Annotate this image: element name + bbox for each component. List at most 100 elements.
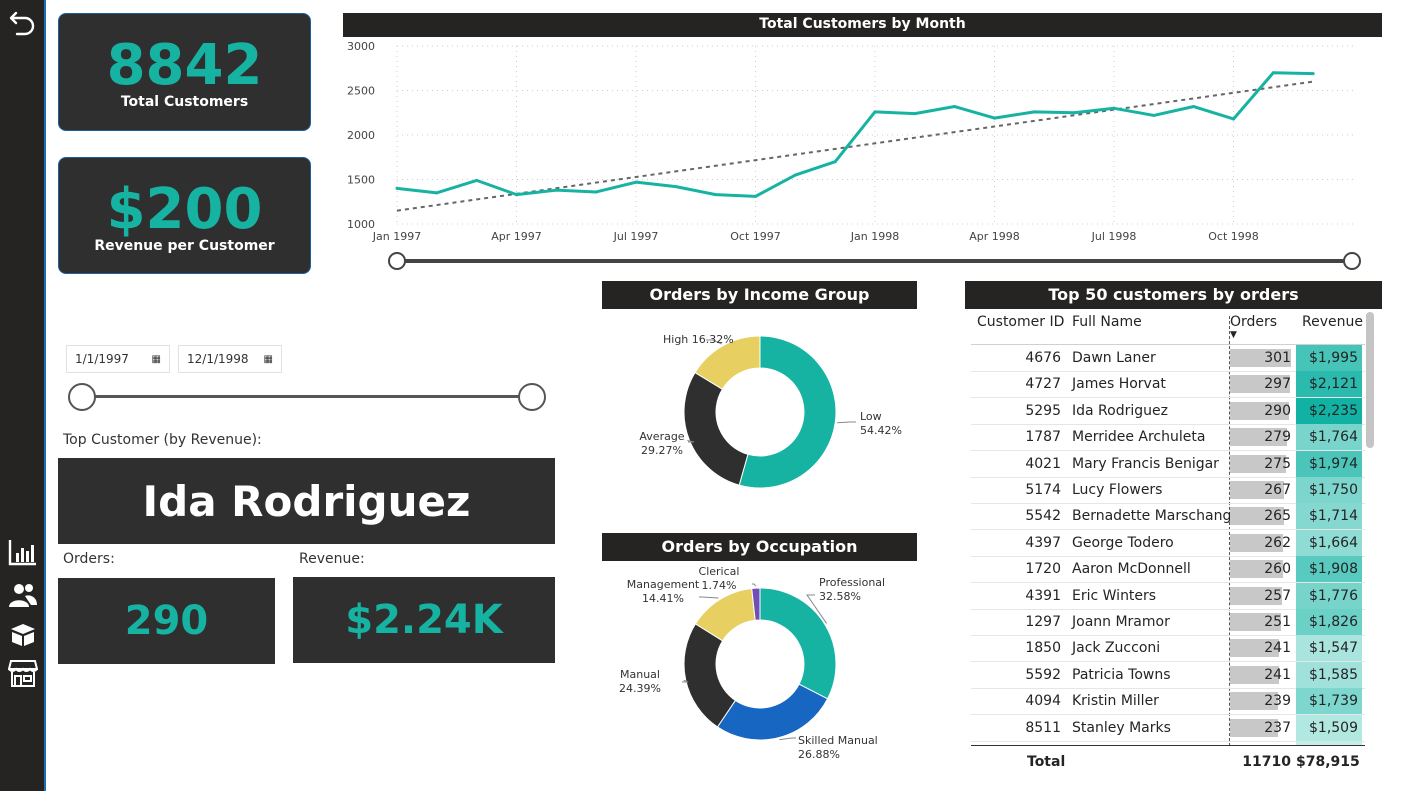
top-customer-name: Ida Rodriguez — [58, 458, 555, 544]
data-point — [475, 178, 479, 182]
line-chart-title: Total Customers by Month — [343, 13, 1382, 37]
x-tick-label: Apr 1997 — [491, 230, 542, 243]
table-row[interactable]: 1297 Joann Mramor 251 $1,826 — [971, 609, 1365, 636]
x-tick-label: Jul 1997 — [613, 230, 659, 243]
x-tick-label: Oct 1998 — [1208, 230, 1259, 243]
table-row[interactable]: 4727 James Horvat 297 $2,121 — [971, 371, 1365, 399]
orders-data-bar — [1230, 692, 1279, 711]
people-icon[interactable] — [7, 580, 39, 610]
table-row[interactable]: 4094 Kristin Miller 239 $1,739 — [971, 688, 1365, 716]
store-icon[interactable] — [7, 658, 39, 688]
table-row[interactable]: 1850 Jack Zucconi 241 $1,547 — [971, 635, 1365, 663]
table-row[interactable]: 4397 George Todero 262 $1,664 — [971, 529, 1365, 557]
calendar-icon[interactable]: ▦ — [151, 353, 161, 365]
table-row[interactable]: 5295 Ida Rodriguez 290 $2,235 — [971, 397, 1365, 425]
orders-data-bar — [1230, 586, 1283, 605]
cell-full-name: Mary Francis Benigar — [1072, 455, 1219, 472]
cell-full-name: Merridee Archuleta — [1072, 429, 1206, 446]
date-slider-track[interactable] — [82, 395, 532, 398]
cell-orders: 239 — [1264, 693, 1291, 710]
header-orders[interactable]: Orders — [1230, 314, 1278, 330]
cell-customer-id: 4021 — [1025, 455, 1061, 472]
cell-revenue-text: $1,739 — [1309, 693, 1358, 710]
orders-data-bar — [1230, 401, 1289, 420]
leader-line — [752, 583, 757, 587]
cell-full-name: Ida Rodriguez — [1072, 402, 1168, 419]
sort-desc-icon: ▼ — [1230, 330, 1237, 340]
y-tick-label: 3000 — [347, 40, 375, 53]
date-slider-start-handle[interactable] — [68, 383, 96, 411]
start-date-input[interactable]: 1/1/1997 ▦ — [66, 345, 170, 373]
table-row[interactable]: 4021 Mary Francis Benigar 275 $1,974 — [971, 450, 1365, 478]
cell-orders: 267 — [1264, 482, 1291, 498]
kpi-value: 8842 — [106, 33, 263, 98]
table-row[interactable]: 1720 Aaron McDonnell 260 $1,908 — [971, 556, 1365, 584]
slice-category-label: Skilled Manual — [798, 734, 878, 747]
cell-full-name: George Todero — [1072, 534, 1174, 551]
header-revenue[interactable]: Revenue — [1302, 314, 1363, 330]
cell-revenue-text: $1,974 — [1309, 455, 1358, 472]
table-row[interactable]: 5174 Lucy Flowers 267 $1,750 — [971, 477, 1365, 504]
slice-category-label: High 16.32% — [663, 333, 734, 346]
box-icon[interactable] — [7, 619, 39, 649]
range-slider-start-handle[interactable] — [388, 252, 406, 270]
table-row[interactable]: 8511 Stanley Marks 237 $1,509 — [971, 714, 1365, 742]
cell-revenue: $1,714 — [1296, 503, 1362, 530]
back-arrow-icon[interactable] — [7, 8, 39, 38]
cell-customer-id: 5542 — [1025, 508, 1061, 525]
line-chart[interactable]: 1000 1500 2000 2500 3000 Jan 1997 Apr 1997 Jul … — [343, 37, 1382, 272]
data-point — [435, 191, 439, 195]
cell-revenue-text: $1,750 — [1309, 482, 1358, 498]
calendar-icon[interactable]: ▦ — [263, 353, 273, 365]
date-slider-end-handle[interactable] — [518, 383, 546, 411]
leader-line — [706, 339, 722, 345]
orders-data-bar — [1230, 613, 1281, 631]
x-tick-label: Jan 1997 — [372, 230, 421, 243]
table-row[interactable]: 4676 Dawn Laner 301 $1,995 — [971, 345, 1365, 372]
slice-high — [694, 335, 761, 390]
data-point — [634, 180, 638, 184]
cell-full-name: Lucy Flowers — [1072, 482, 1163, 498]
cell-orders: 265 — [1264, 508, 1291, 525]
slice-category-label: Manual — [620, 668, 660, 681]
top-customer-label: Top Customer (by Revenue): — [63, 432, 262, 448]
cell-customer-id: 4397 — [1025, 534, 1061, 551]
orders-data-bar — [1230, 375, 1291, 394]
cell-revenue: $1,750 — [1296, 477, 1362, 503]
occupation-chart-title: Orders by Occupation — [602, 533, 917, 561]
cell-orders: 290 — [1264, 402, 1291, 419]
range-slider-end-handle[interactable] — [1343, 252, 1361, 270]
cell-orders: 262 — [1264, 534, 1291, 551]
header-customer-id[interactable]: Customer ID — [977, 314, 1065, 330]
slice-manual — [683, 623, 737, 728]
table-row[interactable]: 5542 Bernadette Marschang 265 $1,714 — [971, 503, 1365, 531]
leader-line — [687, 440, 695, 443]
cell-revenue-text: $1,547 — [1309, 640, 1358, 657]
cell-full-name: Kristin Miller — [1072, 693, 1159, 710]
cell-orders: 275 — [1264, 455, 1291, 472]
table-header: Customer ID Full Name Orders ▼ Revenue — [971, 308, 1365, 345]
data-point — [1311, 72, 1315, 76]
table-row[interactable]: 1787 Merridee Archuleta 279 $1,764 — [971, 424, 1365, 452]
data-point — [594, 190, 598, 194]
slice-percent-label: 1.74% — [702, 579, 737, 592]
data-point — [953, 105, 957, 109]
bar-chart-icon[interactable] — [7, 537, 39, 567]
cell-revenue: $1,547 — [1296, 635, 1362, 662]
orders-data-bar — [1230, 507, 1284, 526]
cell-orders: 301 — [1264, 350, 1291, 366]
end-date-input[interactable]: 12/1/1998 ▦ — [178, 345, 282, 373]
cell-full-name: Eric Winters — [1072, 587, 1157, 604]
income-chart-title: Orders by Income Group — [602, 281, 917, 309]
data-point — [793, 173, 797, 177]
y-tick-label: 2500 — [347, 85, 375, 98]
table-row[interactable]: 5592 Patricia Towns 241 $1,585 — [971, 661, 1365, 689]
cell-revenue-text: $1,509 — [1309, 719, 1358, 736]
table-row[interactable]: 4391 Eric Winters 257 $1,776 — [971, 582, 1365, 610]
header-full-name[interactable]: Full Name — [1072, 314, 1142, 330]
table-scrollbar[interactable] — [1366, 312, 1374, 448]
table-title: Top 50 customers by orders — [965, 281, 1382, 309]
leader-line — [682, 679, 689, 683]
